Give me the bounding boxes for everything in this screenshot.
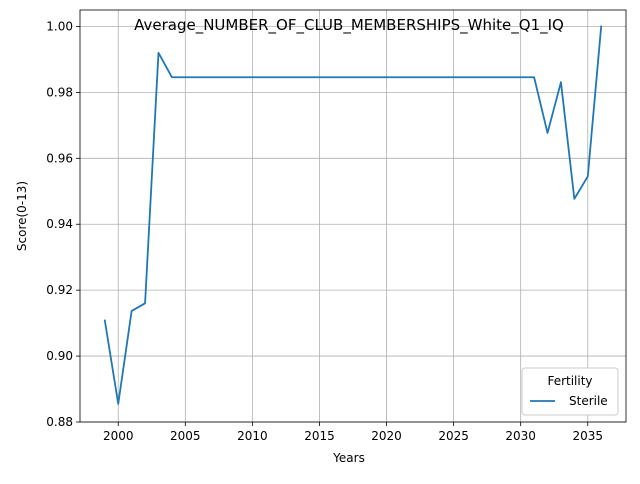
y-tick-label: 0.94 xyxy=(46,217,73,231)
y-tick-label: 0.96 xyxy=(46,151,73,165)
y-axis-label: Score(0-13) xyxy=(15,181,29,251)
y-tick-label: 0.92 xyxy=(46,283,73,297)
series-lines xyxy=(103,25,603,405)
chart-title: Average_NUMBER_OF_CLUB_MEMBERSHIPS_White… xyxy=(134,16,564,35)
x-tick-label: 2035 xyxy=(572,429,603,443)
x-tick-label: 2005 xyxy=(170,429,201,443)
legend: Fertility Sterile xyxy=(521,367,619,416)
x-tick-label: 2030 xyxy=(505,429,536,443)
x-axis-ticks: 2000 2005 2010 2015 2020 2025 2030 2035 xyxy=(103,422,603,443)
y-tick-label: 0.90 xyxy=(46,349,73,363)
legend-box xyxy=(521,367,619,416)
x-tick-label: 2010 xyxy=(237,429,268,443)
y-tick-label: 1.00 xyxy=(46,19,73,33)
y-axis-ticks: 0.88 0.90 0.92 0.94 0.96 0.98 1.00 xyxy=(46,19,80,429)
legend-label-sterile: Sterile xyxy=(569,394,608,408)
x-tick-label: 2015 xyxy=(304,429,335,443)
x-tick-label: 2020 xyxy=(371,429,402,443)
x-tick-label: 2000 xyxy=(103,429,134,443)
y-tick-label: 0.88 xyxy=(46,415,73,429)
plot-area-frame xyxy=(79,9,627,423)
x-tick-label: 2025 xyxy=(438,429,469,443)
series-line-sterile xyxy=(103,25,603,405)
legend-title: Fertility xyxy=(547,374,592,388)
x-axis-label: Years xyxy=(332,451,365,465)
y-tick-label: 0.98 xyxy=(46,85,73,99)
